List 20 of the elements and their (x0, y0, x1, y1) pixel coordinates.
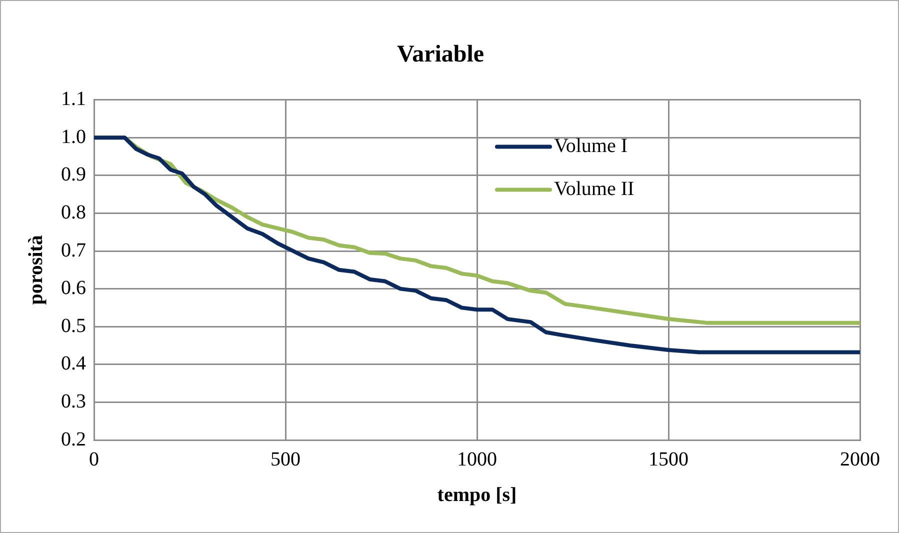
x-tick-label: 500 (270, 448, 300, 470)
y-tick-label: 0.7 (61, 239, 86, 262)
x-tick-label: 2000 (840, 448, 880, 470)
y-tick-label: 0.6 (61, 277, 86, 300)
y-tick-label: 0.5 (61, 314, 86, 337)
chart-title: Variable (396, 42, 484, 68)
y-tick-label: 1.0 (61, 126, 86, 148)
x-tick-label: 1500 (648, 448, 688, 470)
y-tick-label: 0.4 (61, 352, 86, 375)
legend-label: Volume I (554, 135, 628, 158)
x-axis-title: tempo [s] (437, 484, 517, 506)
x-tick-label: 0 (89, 448, 99, 470)
y-tick-label: 0.2 (61, 428, 86, 450)
y-axis-title: porosità (25, 235, 48, 305)
y-tick-label: 0.9 (61, 164, 86, 186)
legend-label: Volume II (554, 178, 634, 200)
y-tick-label: 1.1 (61, 88, 86, 110)
x-tick-label: 1000 (457, 448, 497, 470)
y-tick-label: 0.3 (61, 390, 86, 412)
y-tick-label: 0.8 (61, 201, 86, 224)
